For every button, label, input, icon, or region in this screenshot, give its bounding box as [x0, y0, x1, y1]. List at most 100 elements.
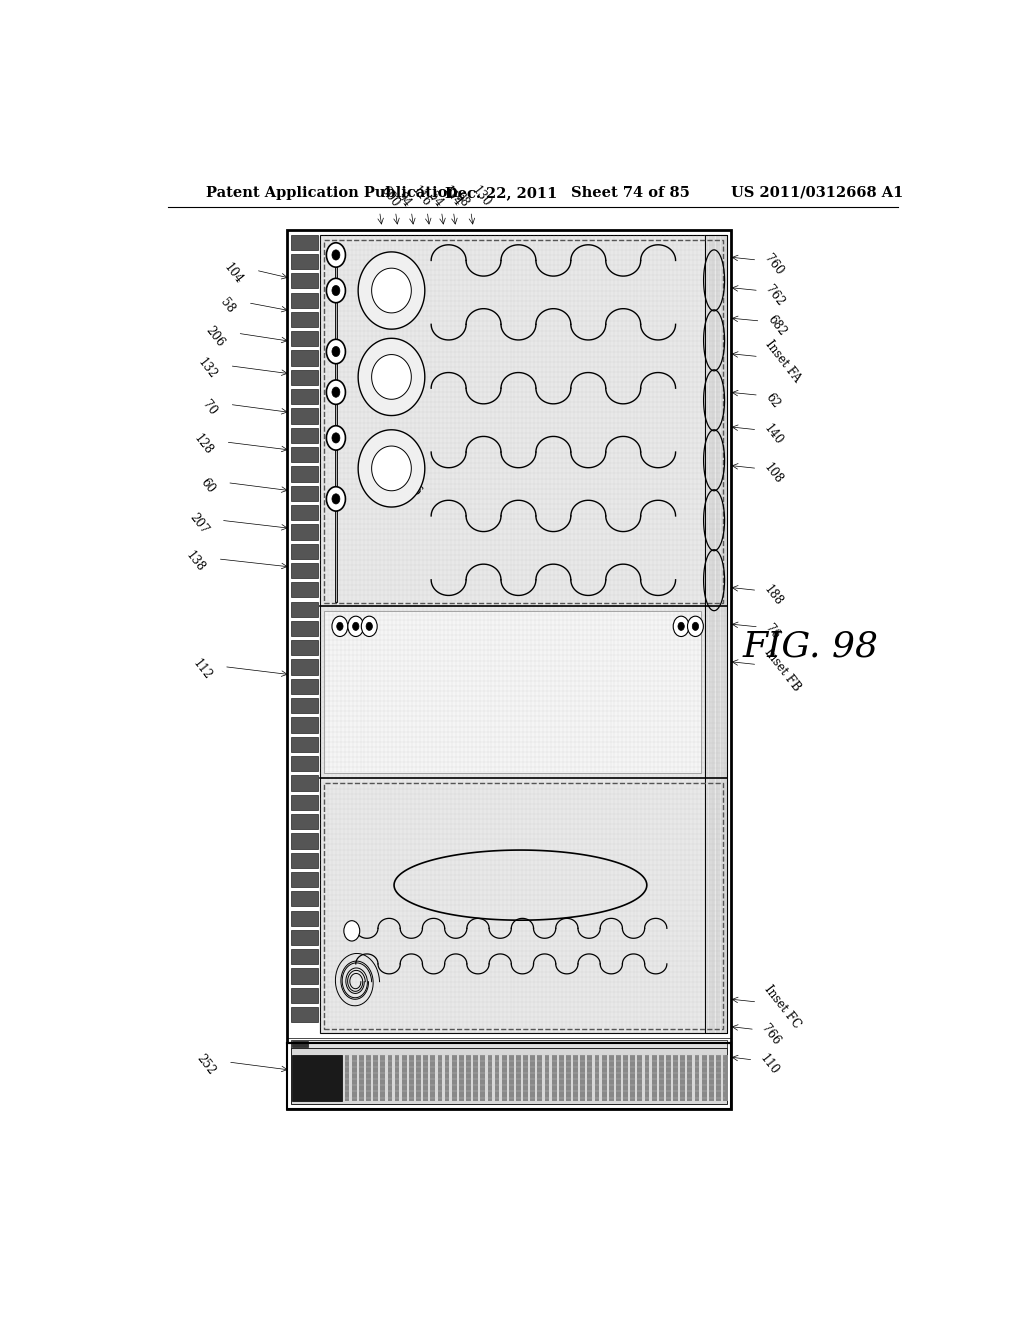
Circle shape — [332, 433, 340, 444]
Circle shape — [673, 616, 689, 636]
Bar — [291, 582, 318, 598]
Bar — [538, 1055, 543, 1101]
Text: 600: 600 — [378, 183, 402, 210]
Bar — [423, 1055, 428, 1101]
Bar — [324, 784, 723, 1030]
Bar — [291, 891, 318, 907]
Polygon shape — [358, 430, 425, 507]
Bar — [444, 1055, 450, 1101]
Polygon shape — [358, 338, 425, 416]
Text: 60: 60 — [198, 475, 217, 495]
Bar — [292, 1055, 342, 1101]
Text: 762: 762 — [763, 282, 786, 309]
Text: Sheet 74 of 85: Sheet 74 of 85 — [570, 186, 690, 199]
Bar — [291, 698, 318, 713]
Text: 132: 132 — [196, 356, 219, 381]
Bar — [291, 929, 318, 945]
Bar — [530, 1055, 536, 1101]
Bar — [566, 1055, 570, 1101]
Circle shape — [327, 279, 345, 302]
Bar — [466, 1055, 471, 1101]
Bar — [452, 1055, 457, 1101]
Bar — [291, 562, 318, 578]
Bar — [291, 486, 318, 500]
Text: 114: 114 — [440, 183, 464, 210]
Circle shape — [332, 494, 340, 504]
Bar — [581, 1055, 585, 1101]
Bar — [291, 312, 318, 327]
Circle shape — [348, 616, 364, 636]
Bar — [516, 1055, 521, 1101]
Text: 112: 112 — [189, 657, 214, 682]
Bar — [291, 833, 318, 849]
Text: Patent Application Publication: Patent Application Publication — [206, 186, 458, 199]
Bar — [552, 1055, 557, 1101]
Text: 252: 252 — [194, 1052, 218, 1078]
Text: 188: 188 — [761, 582, 785, 609]
Bar — [666, 1055, 671, 1101]
Bar — [380, 1055, 385, 1101]
Bar — [291, 853, 318, 867]
Bar — [523, 1055, 528, 1101]
Text: 94: 94 — [394, 189, 414, 210]
Bar — [291, 640, 318, 656]
Circle shape — [678, 622, 684, 631]
Bar — [437, 1055, 442, 1101]
Bar — [292, 1040, 308, 1047]
Polygon shape — [372, 355, 412, 399]
Circle shape — [337, 622, 343, 631]
Bar — [609, 1055, 613, 1101]
Bar — [291, 331, 318, 346]
Bar — [291, 273, 318, 289]
Circle shape — [344, 921, 359, 941]
Bar — [291, 949, 318, 965]
Bar — [291, 602, 318, 616]
Circle shape — [361, 616, 377, 636]
Bar — [291, 370, 318, 385]
Bar — [291, 987, 318, 1003]
Bar — [359, 1055, 364, 1101]
Bar — [694, 1055, 699, 1101]
Bar — [705, 235, 727, 1032]
Bar — [473, 1055, 478, 1101]
Circle shape — [327, 380, 345, 404]
Circle shape — [332, 616, 348, 636]
Bar — [291, 524, 318, 540]
Circle shape — [327, 426, 345, 450]
Bar — [291, 756, 318, 771]
Bar — [652, 1055, 656, 1101]
Bar — [291, 620, 318, 636]
Bar — [645, 1055, 649, 1101]
Bar — [291, 1048, 727, 1104]
Circle shape — [332, 346, 340, 356]
Text: 682: 682 — [765, 313, 788, 339]
Bar — [658, 1055, 664, 1101]
Bar — [573, 1055, 578, 1101]
Bar — [352, 1055, 356, 1101]
Bar — [291, 466, 318, 482]
Bar — [631, 1055, 635, 1101]
Bar — [291, 814, 318, 829]
Bar — [291, 351, 318, 366]
Bar — [345, 1055, 349, 1101]
Bar — [401, 1055, 407, 1101]
Bar — [723, 1055, 728, 1101]
Circle shape — [687, 616, 703, 636]
Text: Dec. 22, 2011: Dec. 22, 2011 — [445, 186, 558, 199]
Bar — [291, 678, 318, 694]
Bar — [291, 660, 318, 675]
Text: 62: 62 — [763, 391, 782, 411]
Circle shape — [327, 339, 345, 364]
Bar — [291, 235, 318, 249]
Polygon shape — [358, 252, 425, 329]
Bar — [291, 737, 318, 752]
Bar — [673, 1055, 678, 1101]
Bar — [701, 1055, 707, 1101]
Text: 110: 110 — [758, 1052, 781, 1078]
Bar — [291, 1007, 318, 1023]
Text: 104: 104 — [221, 260, 246, 286]
Bar — [291, 428, 318, 444]
Bar — [595, 1055, 599, 1101]
Text: 130: 130 — [469, 183, 494, 210]
Bar — [287, 230, 731, 1109]
